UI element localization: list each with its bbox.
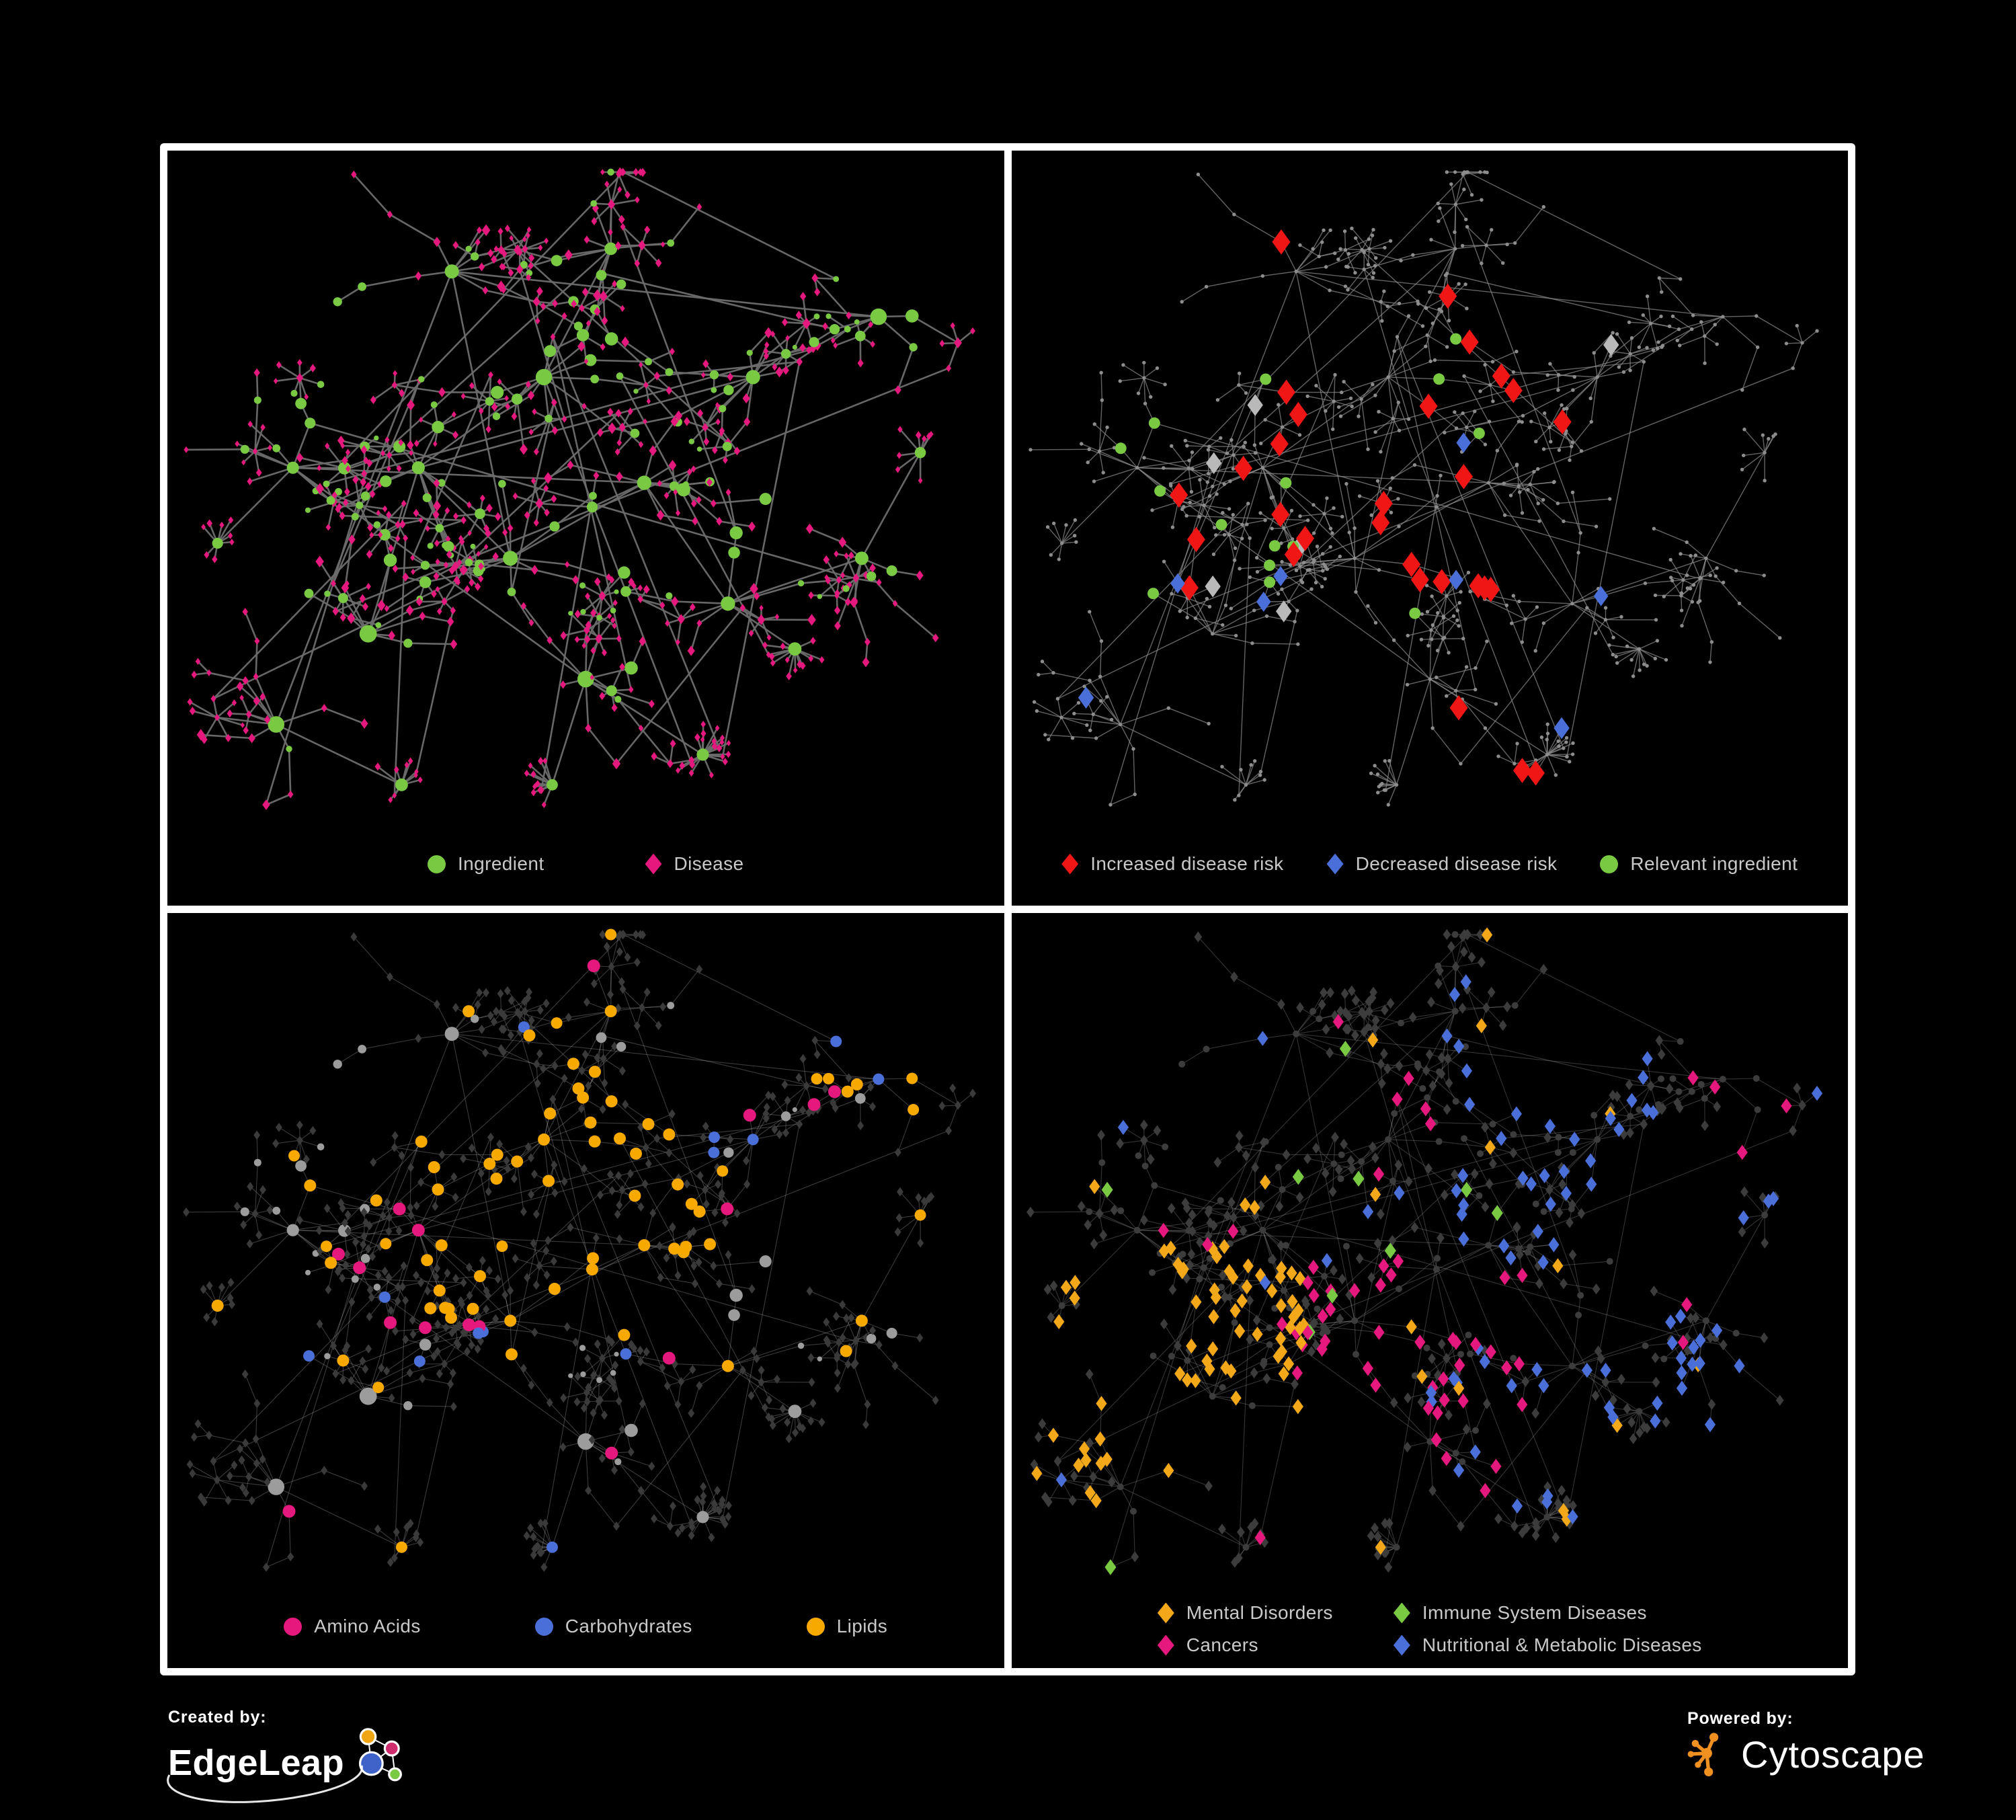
network-graph [184,167,975,810]
cytoscape-wordmark: Cytoscape [1741,1733,1925,1776]
network-graph [1028,170,1819,807]
cytoscape-logo-icon [1687,1733,1719,1776]
panel-ingredient-disease: Ingredient Disease [167,151,1004,906]
edgeleap-wordmark: EdgeLeap [168,1742,345,1783]
network-graph [183,928,977,1572]
created-by-label: Created by: [168,1708,267,1727]
panel-disease-risk: Increased disease risk Decreased disease … [1011,151,1848,906]
panel-nutrient-classes: Amino Acids Carbohydrates Lipids [167,913,1004,1668]
network-graph [1026,927,1822,1575]
four-panel-frame: Ingredient Disease Increased disease risk… [160,143,1855,1675]
powered-by-label: Powered by: [1687,1709,1793,1728]
panel-disease-classes: Mental Disorders Immune System Diseases Ca… [1011,913,1848,1668]
created-by-block: Created by: EdgeLeap [167,1708,410,1803]
edgeleap-logo-icon [359,1728,403,1782]
powered-by-block: Powered by: Cytosc [1687,1709,1925,1777]
